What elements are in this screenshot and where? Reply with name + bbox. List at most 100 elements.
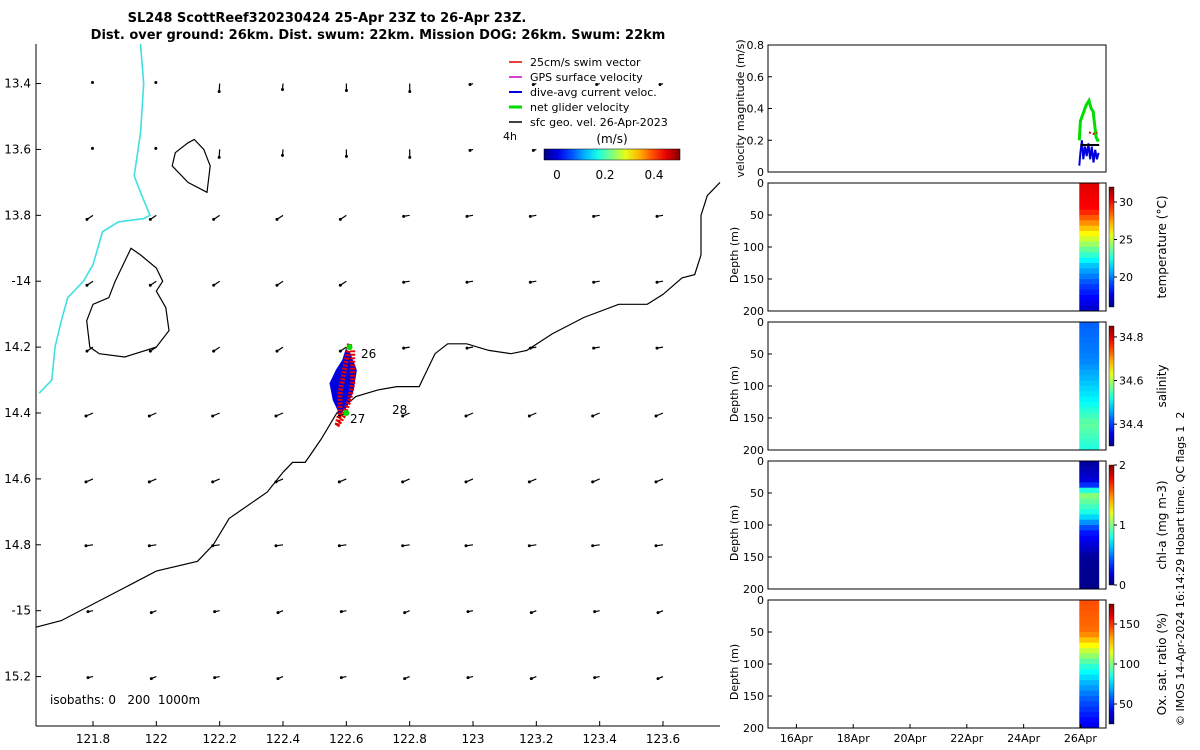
chla-cell [1079, 471, 1100, 478]
temperature-ytick-label: 0 [757, 177, 764, 190]
chla-cell [1079, 487, 1100, 494]
day-label-28: 28 [392, 403, 407, 417]
sfc-velocity-arrowhead [84, 414, 88, 418]
temperature-cell [1079, 273, 1100, 280]
salinity-cell [1079, 434, 1100, 440]
sfc-velocity-arrowhead [275, 217, 279, 221]
sfc-velocity-arrowhead [468, 148, 472, 152]
salinity-ytick-label: 0 [757, 316, 764, 329]
chla-cell [1079, 573, 1100, 579]
chla-ctick-label: 2 [1119, 459, 1126, 472]
sfc-velocity-arrowhead [528, 280, 532, 284]
temperature-ytick-label: 200 [743, 305, 764, 318]
sfc-velocity-arrowhead [276, 611, 280, 615]
sfc-velocity-arrowhead [465, 214, 469, 218]
sfc-velocity-arrowhead [212, 349, 216, 353]
temperature-cell [1079, 215, 1100, 221]
isobath-island [86, 247, 170, 358]
title-line-2: Dist. over ground: 26km. Dist. swum: 22k… [91, 28, 666, 43]
temperature-cell [1079, 220, 1100, 227]
sfc-velocity-arrowhead [85, 283, 89, 287]
sfc-velocity-arrowhead [86, 676, 90, 680]
chla-cell [1079, 535, 1100, 542]
salinity-cell [1079, 380, 1100, 387]
sfc-velocity-arrowhead [84, 544, 88, 548]
sfc-velocity-arrowhead [655, 214, 659, 218]
sfc-velocity-arrowhead [148, 283, 152, 287]
temperature-ytick-label: 50 [750, 209, 764, 222]
sfc-velocity-arrowhead [149, 677, 153, 681]
map-panel: 121.8 122 122.2 122.4 122.6 122.8 123 123.2 123.… [4, 43, 721, 746]
colorbar-tick-1: 0.2 [595, 168, 614, 182]
temperature-ylabel: Depth (m) [728, 227, 741, 283]
sfc-velocity-arrowhead [212, 217, 216, 221]
sfc-velocity-arrowhead [147, 414, 151, 418]
map-colorbar [543, 148, 681, 161]
sfc-velocity-arrowhead [408, 90, 412, 94]
temperature-ctick-label: 30 [1119, 196, 1133, 209]
temperature-ctick-label: 25 [1119, 234, 1133, 247]
oxygen-colorbar-label: Ox. sat. ratio (%) [1155, 613, 1169, 715]
sfc-velocity-arrowhead [217, 90, 221, 94]
sfc-velocity-arrowhead [464, 544, 468, 548]
temperature-cell [1079, 257, 1100, 264]
sfc-velocity-arrowhead [337, 480, 341, 484]
sfc-velocity-arrowhead [592, 280, 596, 284]
sfc-velocity-arrowhead [654, 544, 658, 548]
temperature-frame [767, 182, 1107, 312]
sfc-velocity-arrowhead [338, 349, 342, 353]
salinity-frame [767, 321, 1107, 451]
temperature-cell [1079, 268, 1100, 275]
chla-cell [1079, 530, 1100, 537]
salinity-cell [1079, 354, 1100, 360]
map-ytick-label: -14 [11, 274, 31, 288]
chla-cell [1079, 557, 1100, 563]
sfc-velocity-arrowhead [85, 217, 89, 221]
salinity-ytick-label: 50 [750, 348, 764, 361]
map-xtick-label: 121.8 [76, 732, 110, 746]
legend-gps: GPS surface velocity [530, 71, 643, 84]
sfc-velocity-arrowhead [211, 480, 215, 484]
sfc-velocity-arrowhead [217, 155, 221, 159]
oxygen-cell [1079, 690, 1100, 697]
map-xtick-label: 122 [145, 732, 168, 746]
map-xtick-label: 123.2 [519, 732, 553, 746]
chla-frame [767, 460, 1107, 590]
salinity-cell [1079, 412, 1100, 419]
sfc-velocity-arrowhead [591, 414, 595, 418]
salinity-colorbar [1108, 325, 1115, 447]
sfc-velocity-arrowhead [91, 146, 94, 150]
velocity-ytick-label: 0.6 [747, 71, 765, 84]
sfc-velocity-arrowhead [91, 81, 94, 85]
sfc-velocity-arrowhead [593, 676, 597, 680]
footer-credit: © IMOS 14-Apr-2024 16:14:29 Hobart time.… [1174, 412, 1187, 726]
chla-cell [1079, 477, 1100, 483]
sfc-velocity-arrowhead [85, 349, 89, 353]
sfc-velocity-arrowhead [149, 611, 153, 615]
sfc-velocity-arrowhead [148, 217, 152, 221]
velocity-panel-frame [767, 44, 1107, 173]
oxygen-cell [1079, 664, 1100, 670]
temperature-cell [1079, 199, 1100, 205]
sfc-velocity-arrowhead [465, 280, 469, 284]
sfc-velocity-arrowhead [529, 611, 533, 615]
map-ytick-label: -15 [11, 604, 31, 618]
colorbar-tick-2: 0.4 [644, 168, 663, 182]
oxygen-frame [767, 599, 1107, 729]
temperature-cell [1079, 225, 1100, 232]
sfc-velocity-arrowhead [212, 283, 216, 287]
sfc-velocity-arrowhead [339, 610, 343, 614]
sfc-velocity-arrowhead [464, 480, 468, 484]
chla-cell [1079, 509, 1100, 515]
chla-panel: 0 50 100 150 200 Depth (m) 0 1 2 chl-a (mg m-3) [728, 455, 1169, 596]
temperature-cell [1079, 305, 1100, 312]
oxygen-cell [1079, 669, 1100, 676]
salinity-cell [1079, 402, 1100, 408]
sfc-velocity-arrowhead [466, 610, 470, 614]
chla-cell [1079, 514, 1100, 521]
sfc-velocity-arrowhead [528, 346, 532, 350]
map-xtick-label: 123.6 [646, 732, 680, 746]
chla-cell [1079, 541, 1100, 547]
oxygen-cell [1079, 610, 1100, 617]
sfc-velocity-arrowhead [656, 677, 660, 681]
